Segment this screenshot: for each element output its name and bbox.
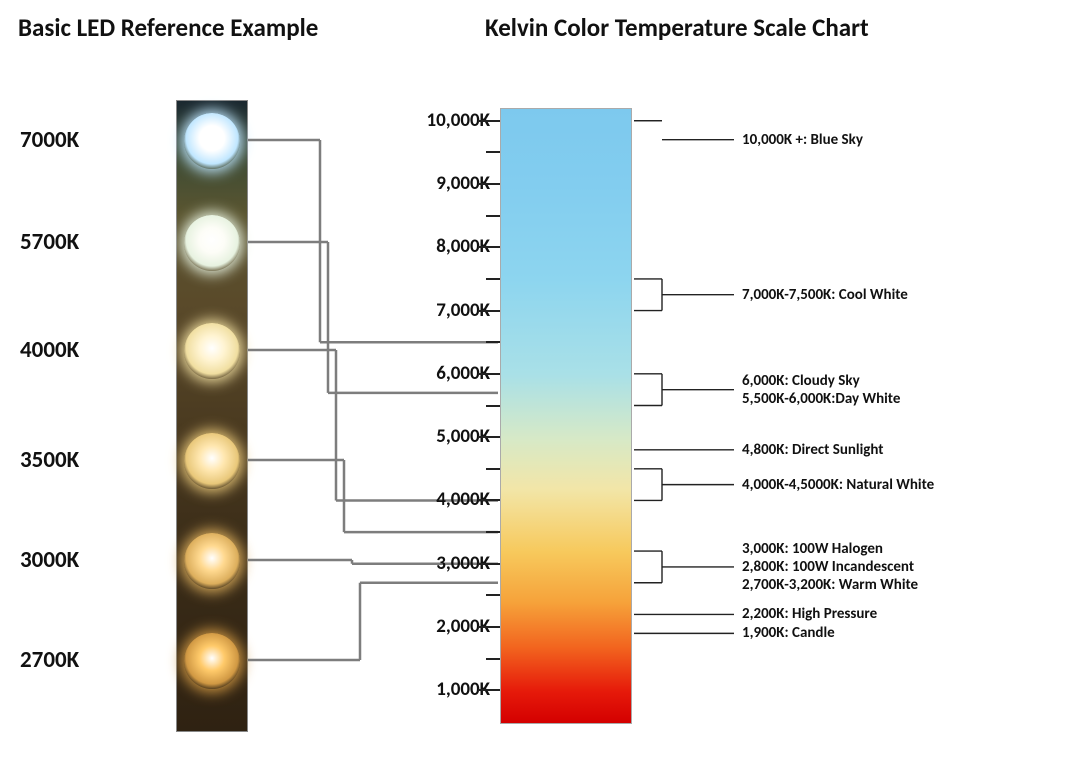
led-bulb: [184, 323, 240, 379]
led-bulb: [184, 633, 240, 689]
led-label: 5700K: [20, 228, 79, 256]
axis-label: 7,000K: [400, 299, 490, 322]
callout-label: 7,000K-7,500K: Cool White: [742, 286, 908, 304]
axis-tick-minor: [486, 215, 500, 217]
axis-tick-major: [478, 183, 500, 185]
led-label: 7000K: [20, 126, 79, 154]
led-label: 3500K: [20, 446, 79, 474]
callout-label: 2,200K: High Pressure: [742, 605, 877, 623]
callout-label: 3,000K: 100W Halogen 2,800K: 100W Incand…: [742, 540, 918, 594]
callout-label: 4,000K-4,5000K: Natural White: [742, 476, 934, 494]
kelvin-bar: [500, 108, 632, 724]
axis-tick-major: [478, 689, 500, 691]
axis-tick-minor: [486, 531, 500, 533]
axis-tick-major: [478, 563, 500, 565]
axis-tick-minor: [486, 405, 500, 407]
axis-tick-minor: [486, 278, 500, 280]
chart-stage: Basic LED Reference Example Kelvin Color…: [0, 0, 1089, 771]
callout-label: 1,900K: Candle: [742, 624, 835, 642]
axis-label: 8,000K: [400, 235, 490, 258]
callout-label: 10,000K +: Blue Sky: [742, 131, 863, 149]
title-right: Kelvin Color Temperature Scale Chart: [485, 12, 869, 43]
led-bulb: [184, 215, 240, 271]
title-left: Basic LED Reference Example: [18, 12, 318, 43]
led-label: 2700K: [20, 646, 79, 674]
led-bulb: [184, 113, 240, 169]
axis-label: 3,000K: [400, 552, 490, 575]
axis-tick-major: [478, 626, 500, 628]
axis-tick-minor: [486, 658, 500, 660]
callout-label: 6,000K: Cloudy Sky 5,500K-6,000K:Day Whi…: [742, 372, 900, 408]
led-bulb: [184, 533, 240, 589]
led-label: 4000K: [20, 336, 79, 364]
axis-label: 1,000K: [400, 678, 490, 701]
callout-label: 4,800K: Direct Sunlight: [742, 441, 884, 459]
led-bulb: [184, 433, 240, 489]
axis-tick-minor: [486, 151, 500, 153]
axis-tick-minor: [486, 341, 500, 343]
axis-tick-major: [478, 373, 500, 375]
kelvin-gradient: [501, 109, 631, 723]
axis-tick-major: [478, 436, 500, 438]
axis-label: 10,000K: [400, 109, 490, 132]
axis-tick-minor: [486, 594, 500, 596]
axis-label: 6,000K: [400, 362, 490, 385]
axis-label: 2,000K: [400, 615, 490, 638]
axis-label: 5,000K: [400, 425, 490, 448]
axis-tick-major: [478, 246, 500, 248]
led-strip: [176, 100, 248, 732]
axis-tick-minor: [486, 468, 500, 470]
axis-label: 9,000K: [400, 172, 490, 195]
axis-tick-major: [478, 499, 500, 501]
led-label: 3000K: [20, 546, 79, 574]
axis-label: 4,000K: [400, 488, 490, 511]
axis-tick-major: [478, 310, 500, 312]
axis-tick-major: [478, 120, 500, 122]
